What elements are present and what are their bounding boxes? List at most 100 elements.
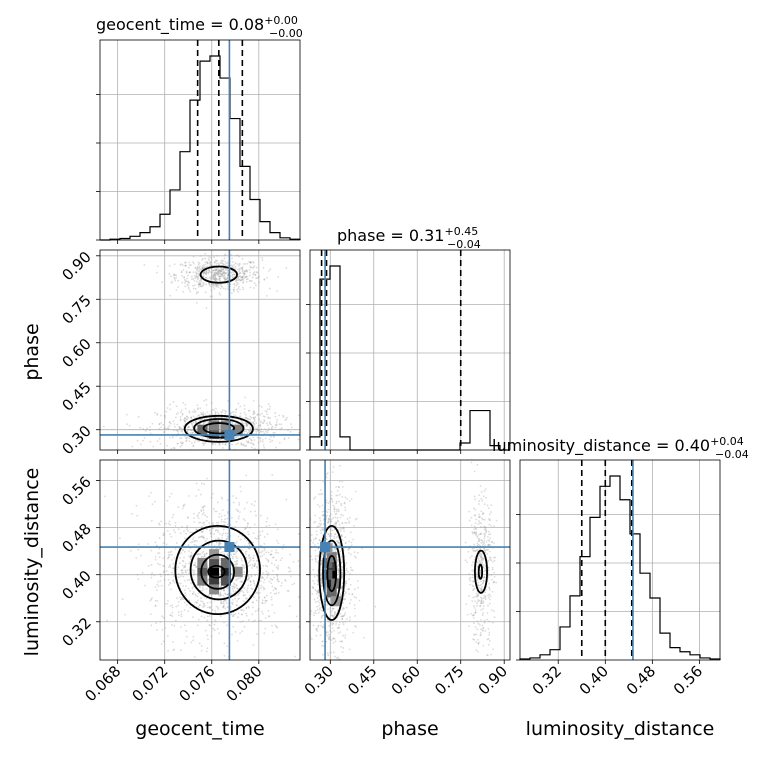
panel-phase-vs-luminosity-distance-sample-point	[334, 547, 336, 550]
panel-phase-vs-luminosity-distance-sample-point	[343, 502, 346, 505]
panel-phase-vs-luminosity-distance-sample-point	[482, 605, 485, 607]
panel-geocent-time-vs-luminosity-distance-sample-point	[284, 578, 286, 581]
panel-geocent-time-vs-luminosity-distance-sample-point	[129, 549, 132, 552]
panel-phase-vs-luminosity-distance-sample-point	[482, 559, 484, 562]
panel-geocent-time-vs-luminosity-distance-sample-point	[255, 591, 258, 594]
panel-geocent-time-vs-luminosity-distance-sample-point	[232, 557, 234, 560]
panel-phase-vs-luminosity-distance-sample-point	[477, 533, 480, 536]
panel-geocent-time-vs-phase-sample-point	[188, 426, 190, 428]
panel-geocent-time-vs-phase-sample-point	[198, 269, 201, 271]
panel-geocent-time-vs-phase-sample-point	[209, 262, 211, 265]
panel-geocent-time-vs-phase-sample-point	[217, 273, 220, 276]
panel-geocent-time-vs-phase-sample-point	[210, 416, 213, 419]
panel-geocent-time-vs-luminosity-distance-sample-point	[165, 543, 168, 546]
panel-phase-vs-luminosity-distance-sample-point	[313, 612, 315, 614]
panel-geocent-time-vs-phase-sample-point	[175, 289, 178, 291]
panel-geocent-time-vs-luminosity-distance-sample-point	[173, 575, 176, 578]
xlabel-phase: phase	[381, 718, 438, 740]
panel-geocent-time-vs-luminosity-distance-sample-point	[169, 581, 171, 584]
panel-geocent-time-vs-phase-sample-point	[198, 274, 201, 276]
panel-geocent-time-vs-phase-sample-point	[246, 424, 249, 427]
panel-phase-vs-luminosity-distance-sample-point	[317, 604, 320, 607]
panel-geocent-time-vs-phase-sample-point	[238, 278, 241, 281]
panel-geocent-time-vs-phase-sample-point	[197, 275, 200, 278]
panel-geocent-time-vs-luminosity-distance-sample-point	[183, 589, 186, 592]
panel-phase-vs-luminosity-distance-sample-point	[320, 617, 323, 619]
panel-geocent-time-vs-phase-sample-point	[169, 422, 172, 425]
panel-geocent-time-vs-phase-sample-point	[180, 409, 183, 412]
panel-geocent-time-vs-phase-sample-point	[231, 421, 234, 424]
panel-geocent-time-vs-phase-sample-point	[268, 422, 271, 425]
panel-geocent-time-vs-luminosity-distance-sample-point	[203, 616, 206, 619]
panel-geocent-time-vs-phase-sample-point	[220, 275, 222, 278]
panel-geocent-time-vs-phase-sample-point	[226, 268, 228, 270]
panel-geocent-time-vs-luminosity-distance-sample-point	[234, 526, 237, 528]
panel-geocent-time-vs-luminosity-distance-sample-point	[184, 562, 187, 565]
panel-phase-vs-luminosity-distance-sample-point	[348, 520, 350, 523]
panel-phase-vs-luminosity-distance-sample-point	[482, 612, 484, 615]
panel-geocent-time-vs-phase-sample-point	[243, 411, 246, 414]
panel-geocent-time-vs-phase-sample-point	[256, 428, 259, 431]
panel-geocent-time-vs-phase-sample-point	[219, 424, 221, 427]
panel-geocent-time-vs-luminosity-distance-sample-point	[167, 578, 170, 581]
panel-phase-vs-luminosity-distance-sample-point	[352, 525, 355, 527]
panel-phase-vs-luminosity-distance-sample-point	[481, 552, 483, 555]
panel-phase-vs-luminosity-distance-sample-point	[488, 593, 491, 596]
panel-geocent-time-vs-phase-sample-point	[246, 262, 249, 265]
panel-geocent-time-vs-luminosity-distance-sample-point	[252, 541, 254, 544]
panel-geocent-time-vs-phase-sample-point	[187, 281, 190, 283]
panel-phase-vs-luminosity-distance-sample-point	[485, 496, 487, 499]
panel-geocent-time-vs-phase-sample-point	[198, 282, 201, 285]
panel-geocent-time-vs-phase-sample-point	[256, 277, 259, 279]
panel-geocent-time-vs-phase-sample-point	[287, 437, 290, 440]
panel-phase-vs-luminosity-distance-sample-point	[356, 517, 358, 520]
panel-phase-vs-luminosity-distance-sample-point	[315, 592, 318, 595]
panel-geocent-time-vs-phase-sample-point	[202, 282, 205, 284]
panel-geocent-time-vs-phase-sample-point	[241, 267, 244, 270]
panel-geocent-time-vs-phase-sample-point	[258, 429, 261, 432]
panel-geocent-time-vs-phase-sample-point	[213, 416, 216, 419]
panel-geocent-time-vs-phase-sample-point	[238, 263, 241, 265]
panel-geocent-time-vs-luminosity-distance-sample-point	[254, 563, 256, 566]
panel-geocent-time-vs-luminosity-distance-sample-point	[172, 567, 175, 569]
panel-geocent-time-vs-phase-sample-point	[201, 257, 204, 260]
panel-phase-vs-luminosity-distance-sample-point	[475, 534, 477, 536]
panel-phase-vs-luminosity-distance-sample-point	[335, 486, 338, 488]
panel-geocent-time-vs-luminosity-distance-sample-point	[263, 588, 265, 591]
panel-phase-vs-luminosity-distance-sample-point	[315, 601, 317, 603]
panel-phase-vs-luminosity-distance-sample-point	[339, 631, 342, 634]
panel-geocent-time-vs-phase-sample-point	[246, 441, 249, 444]
panel-geocent-time-vs-luminosity-distance-sample-point	[222, 601, 225, 603]
panel-geocent-time-vs-phase-sample-point	[190, 429, 193, 432]
panel-geocent-time-vs-phase-sample-point	[257, 425, 260, 427]
panel-phase-vs-luminosity-distance-sample-point	[492, 621, 494, 624]
panel-geocent-time-vs-luminosity-distance-sample-point	[218, 543, 221, 546]
panel-geocent-time-vs-phase-sample-point	[196, 439, 199, 442]
panel-geocent-time-vs-luminosity-distance-sample-point	[192, 635, 195, 638]
panel-phase-vs-luminosity-distance-sample-point	[318, 517, 321, 519]
panel-geocent-time-vs-luminosity-distance-sample-point	[313, 642, 315, 644]
panel-geocent-time-vs-phase-sample-point	[256, 414, 259, 417]
panel-geocent-time-vs-luminosity-distance-sample-point	[185, 585, 187, 587]
panel-phase-vs-luminosity-distance-sample-point	[321, 504, 324, 507]
panel-geocent-time-vs-phase-sample-point	[194, 410, 197, 413]
panel-geocent-time-vs-luminosity-distance-sample-point	[291, 583, 294, 586]
panel-phase-vs-luminosity-distance-sample-point	[340, 502, 343, 505]
panel-geocent-time-vs-luminosity-distance-sample-point	[212, 508, 215, 510]
panel-geocent-time-vs-phase-sample-point	[240, 435, 243, 438]
panel-geocent-time-vs-phase-sample-point	[232, 273, 235, 276]
panel-geocent-time-vs-luminosity-distance-sample-point	[217, 544, 220, 547]
panel-geocent-time-vs-luminosity-distance-sample-point	[217, 542, 220, 545]
panel-geocent-time-vs-phase-sample-point	[243, 276, 246, 279]
panel-geocent-time-vs-phase-sample-point	[245, 423, 248, 426]
panel-phase-vs-luminosity-distance-sample-point	[473, 633, 475, 636]
panel-geocent-time-vs-luminosity-distance-sample-point	[246, 587, 249, 589]
panel-geocent-time-vs-luminosity-distance-sample-point	[235, 562, 238, 565]
panel-geocent-time-vs-phase-sample-point	[247, 418, 250, 420]
panel-phase-vs-luminosity-distance-sample-point	[316, 533, 318, 536]
panel-geocent-time-vs-luminosity-distance-sample-point	[181, 569, 184, 571]
panel-geocent-time-vs-phase-sample-point	[252, 272, 255, 275]
panel-phase-vs-luminosity-distance-sample-point	[490, 609, 493, 612]
panel-geocent-time-vs-luminosity-distance-sample-point	[246, 501, 249, 504]
panel-phase-vs-luminosity-distance-sample-point	[489, 558, 491, 561]
